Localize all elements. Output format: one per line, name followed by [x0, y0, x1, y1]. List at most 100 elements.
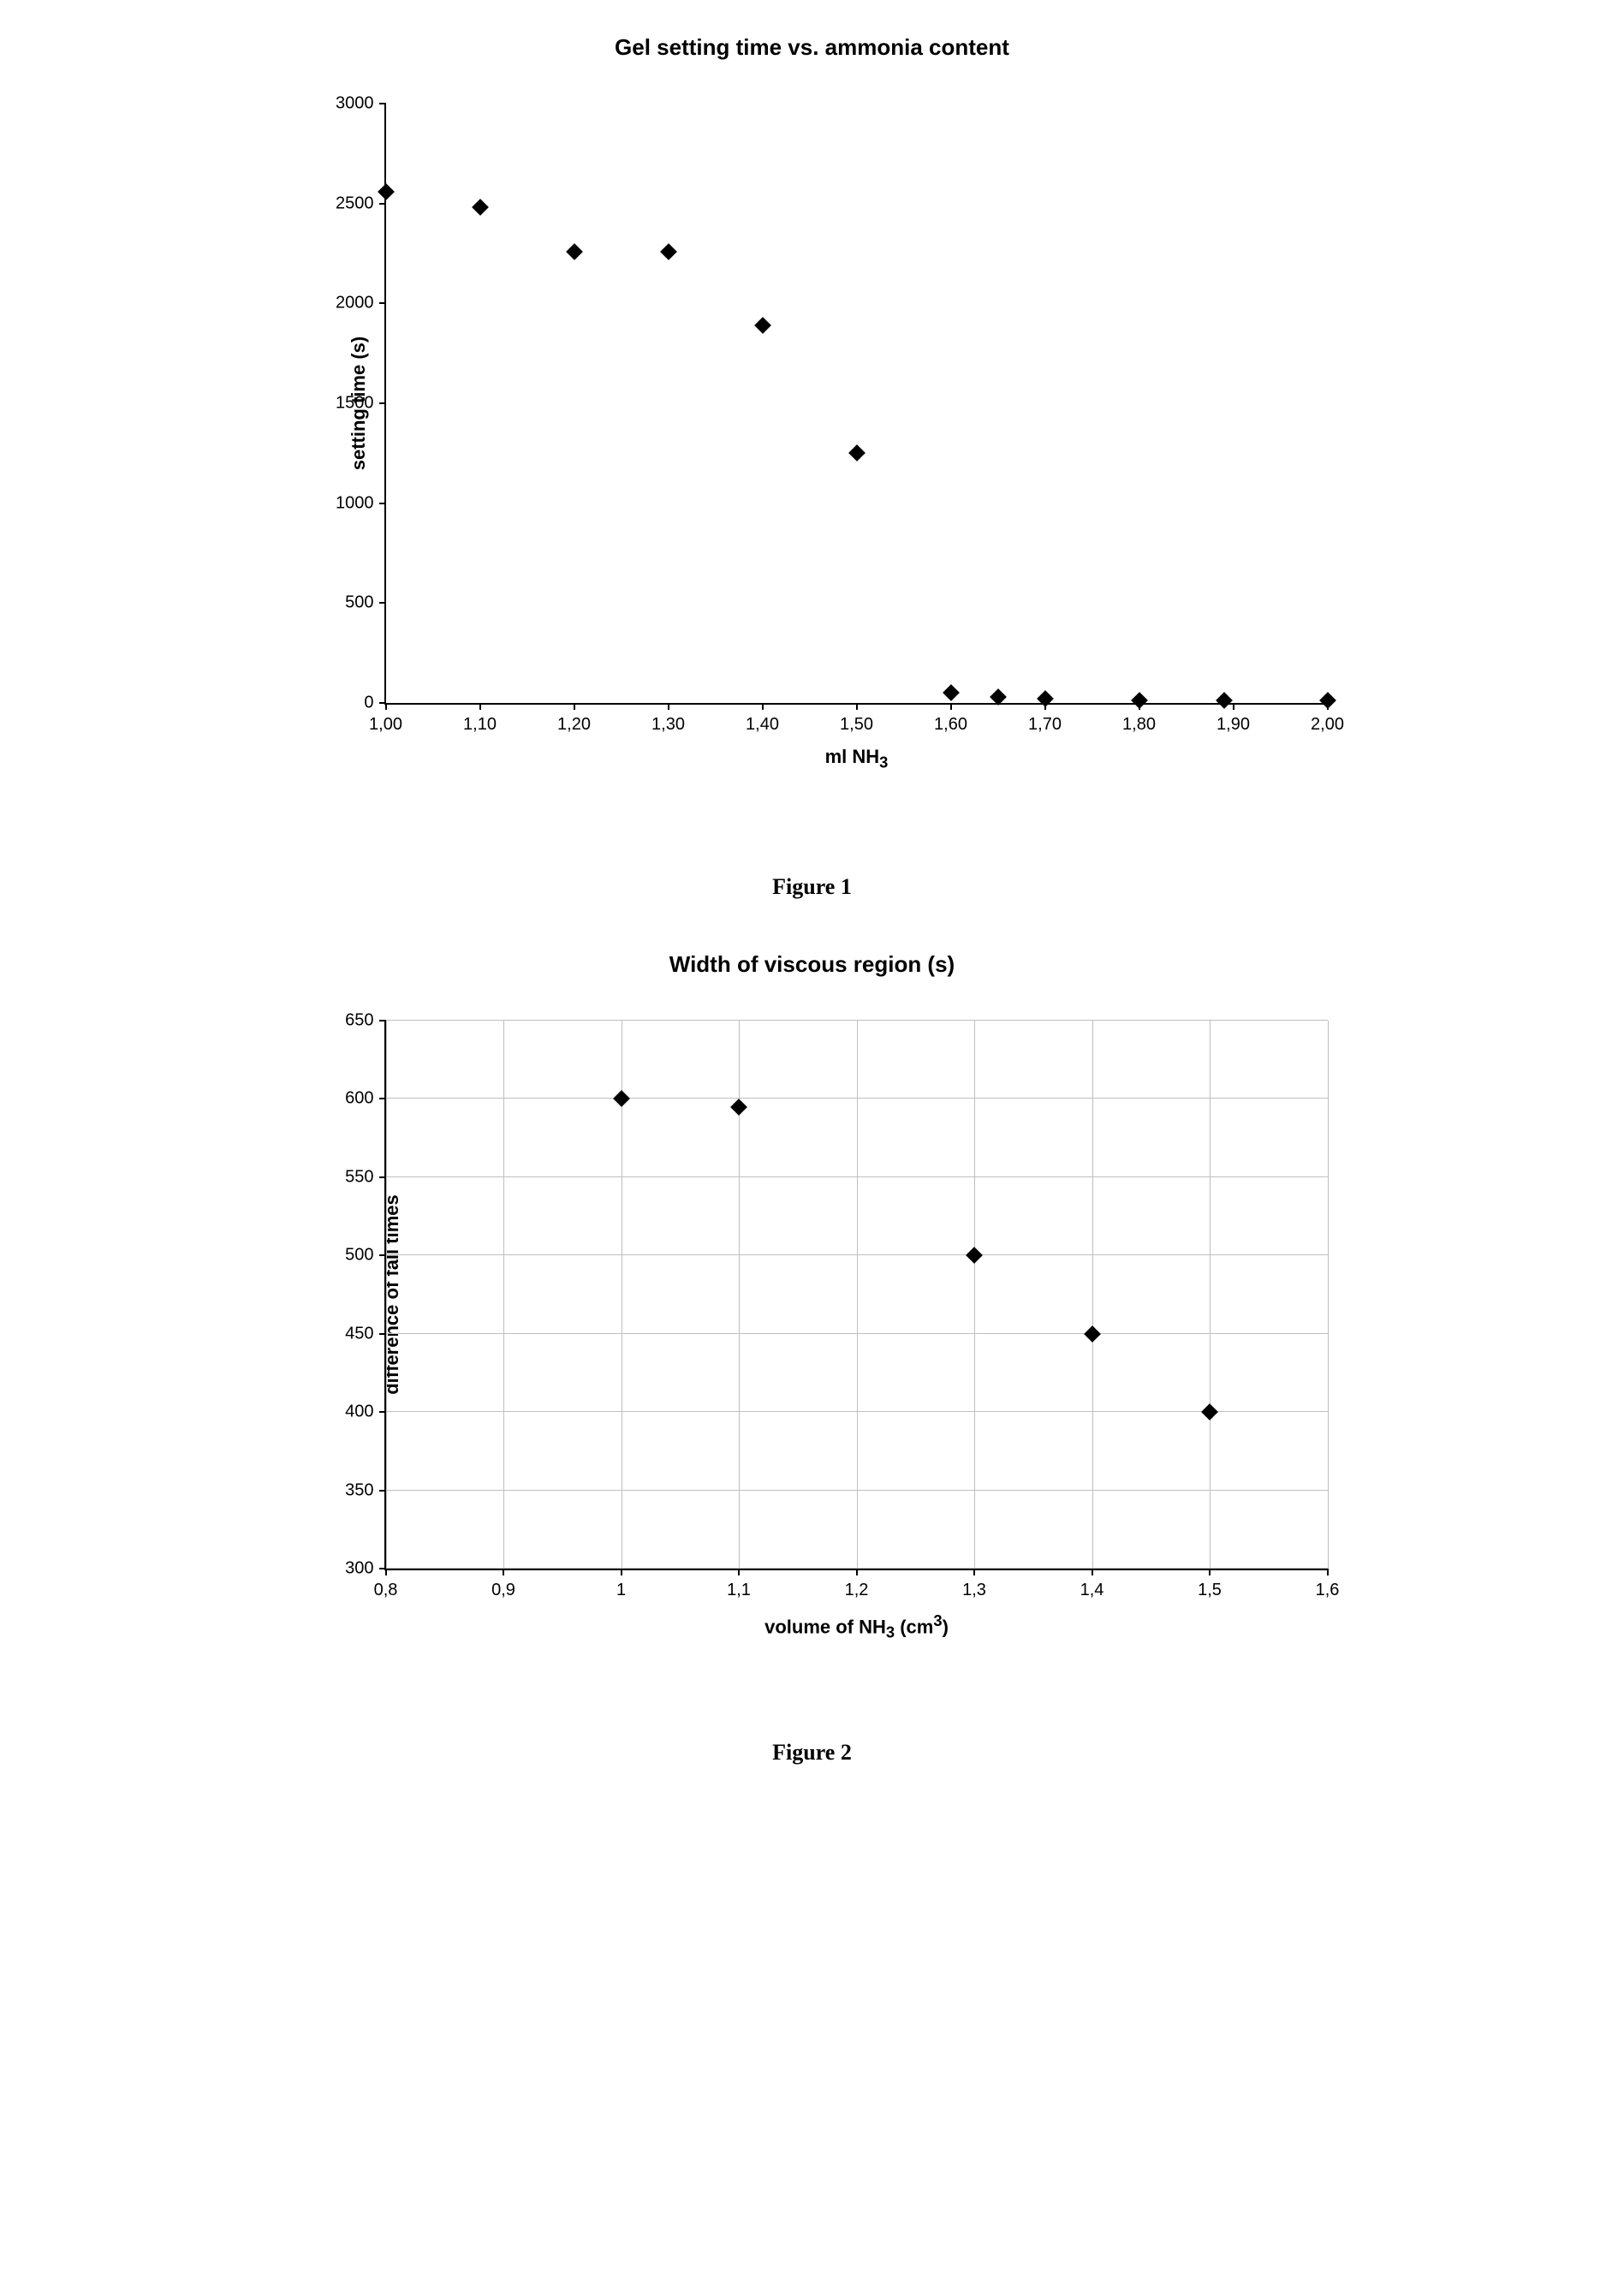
data-point	[754, 317, 771, 334]
data-point	[1131, 692, 1148, 709]
y-tick-label: 350	[345, 1480, 373, 1500]
y-tick-mark	[379, 1333, 386, 1335]
y-tick-mark	[379, 503, 386, 504]
y-tick-mark	[379, 1254, 386, 1256]
y-tick-mark	[379, 1411, 386, 1413]
y-tick-label: 3000	[336, 94, 374, 114]
chart-1-plot-area: setting time (s) ml NH3 0500100015002000…	[384, 104, 1328, 705]
y-tick-mark	[379, 1490, 386, 1492]
x-tick-mark	[1209, 1569, 1211, 1575]
x-tick-mark	[1327, 1569, 1329, 1575]
y-tick-label: 0	[364, 694, 373, 713]
x-tick-mark	[668, 703, 669, 710]
grid-line-vertical	[386, 1021, 387, 1569]
y-tick-mark	[379, 1020, 386, 1021]
chart-2-plot-area: difference of fall times volume of NH3 (…	[384, 1021, 1328, 1570]
grid-line-vertical	[857, 1021, 858, 1569]
x-tick-label: 1,90	[1217, 715, 1250, 735]
data-point	[730, 1099, 747, 1116]
data-point	[566, 243, 583, 260]
x-tick-label: 1,5	[1198, 1581, 1222, 1600]
x-tick-mark	[479, 703, 481, 710]
data-point	[660, 243, 677, 260]
x-tick-mark	[503, 1569, 504, 1575]
x-tick-label: 2,00	[1311, 715, 1344, 735]
x-tick-label: 1,70	[1028, 715, 1062, 735]
data-point	[378, 183, 395, 200]
x-tick-label: 0,8	[374, 1581, 398, 1600]
figure-1: Gel setting time vs. ammonia content set…	[213, 34, 1412, 900]
x-tick-label: 1,40	[746, 715, 779, 735]
y-tick-mark	[379, 402, 386, 404]
data-point	[1037, 690, 1054, 707]
chart-1-xlabel: ml NH3	[825, 746, 889, 771]
y-tick-label: 1500	[336, 394, 374, 414]
data-point	[1216, 692, 1233, 709]
y-tick-label: 650	[345, 1011, 373, 1031]
data-point	[990, 688, 1007, 706]
x-tick-label: 1,4	[1080, 1581, 1104, 1600]
x-tick-mark	[950, 703, 952, 710]
chart-2-box: difference of fall times volume of NH3 (…	[247, 1004, 1377, 1646]
data-point	[1201, 1403, 1218, 1420]
x-tick-mark	[385, 1569, 387, 1575]
x-tick-label: 1,10	[463, 715, 497, 735]
y-tick-label: 500	[345, 593, 373, 613]
figure-2-caption: Figure 2	[213, 1740, 1412, 1766]
grid-line-vertical	[974, 1021, 975, 1569]
y-tick-label: 500	[345, 1246, 373, 1266]
data-point	[1319, 692, 1336, 709]
grid-line-vertical	[1328, 1021, 1329, 1569]
x-tick-mark	[1233, 703, 1234, 710]
data-point	[966, 1247, 983, 1264]
x-tick-label: 0,9	[491, 1581, 515, 1600]
y-tick-label: 600	[345, 1089, 373, 1109]
data-point	[943, 684, 960, 701]
chart-1-title: Gel setting time vs. ammonia content	[213, 34, 1412, 61]
x-tick-mark	[973, 1569, 975, 1575]
x-tick-label: 1,20	[557, 715, 591, 735]
figure-2: Width of viscous region (s) difference o…	[213, 951, 1412, 1766]
x-tick-mark	[1092, 1569, 1093, 1575]
x-tick-label: 1,1	[727, 1581, 751, 1600]
chart-2-xlabel: volume of NH3 (cm3)	[764, 1611, 949, 1642]
x-tick-label: 1,3	[962, 1581, 986, 1600]
x-tick-label: 1,60	[934, 715, 967, 735]
x-tick-mark	[621, 1569, 622, 1575]
x-tick-label: 1,30	[651, 715, 685, 735]
data-point	[613, 1091, 630, 1108]
x-tick-mark	[738, 1569, 740, 1575]
y-tick-mark	[379, 1098, 386, 1099]
x-tick-label: 1	[616, 1581, 626, 1600]
y-tick-mark	[379, 203, 386, 205]
y-tick-mark	[379, 602, 386, 604]
x-tick-mark	[762, 703, 764, 710]
x-tick-mark	[856, 1569, 858, 1575]
chart-1-box: setting time (s) ml NH3 0500100015002000…	[247, 86, 1377, 780]
x-tick-mark	[574, 703, 575, 710]
y-tick-label: 2500	[336, 194, 374, 213]
x-tick-label: 1,2	[845, 1581, 869, 1600]
y-tick-mark	[379, 103, 386, 104]
chart-2-title: Width of viscous region (s)	[213, 951, 1412, 978]
x-tick-label: 1,00	[369, 715, 402, 735]
data-point	[848, 444, 866, 462]
y-tick-label: 2000	[336, 294, 374, 313]
figure-1-caption: Figure 1	[213, 874, 1412, 900]
y-tick-label: 300	[345, 1559, 373, 1579]
y-tick-label: 400	[345, 1403, 373, 1422]
x-tick-label: 1,80	[1122, 715, 1156, 735]
x-tick-label: 1,6	[1316, 1581, 1340, 1600]
data-point	[472, 199, 489, 216]
chart-2-ylabel: difference of fall times	[380, 1194, 402, 1395]
grid-line-vertical	[1092, 1021, 1093, 1569]
x-tick-label: 1,50	[840, 715, 873, 735]
x-tick-mark	[856, 703, 858, 710]
y-tick-label: 550	[345, 1167, 373, 1187]
grid-line-vertical	[503, 1021, 504, 1569]
y-tick-mark	[379, 302, 386, 304]
x-tick-mark	[385, 703, 387, 710]
y-tick-mark	[379, 1176, 386, 1178]
y-tick-label: 1000	[336, 493, 374, 513]
y-tick-label: 450	[345, 1324, 373, 1343]
